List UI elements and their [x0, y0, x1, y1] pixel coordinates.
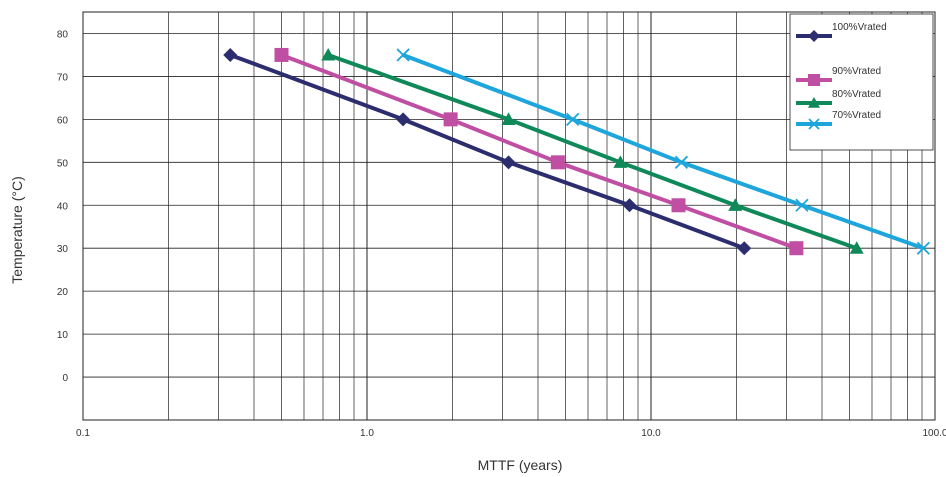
y-tick-label: 0 — [62, 373, 68, 384]
y-tick-label: 50 — [57, 158, 69, 169]
data-point — [808, 30, 820, 42]
data-point — [674, 155, 689, 169]
data-point — [737, 241, 752, 256]
y-tick-label: 60 — [57, 115, 69, 126]
grid — [82, 12, 935, 420]
y-tick-label: 30 — [57, 244, 69, 255]
data-point — [916, 241, 931, 255]
series-layer — [223, 47, 931, 256]
legend: 100%Vrated 90%Vrated 80%Vrated 70%Vrated — [789, 13, 934, 151]
data-point — [795, 198, 809, 212]
y-tick-label: 20 — [57, 287, 69, 298]
data-point — [321, 47, 336, 61]
data-point — [808, 74, 820, 86]
series-line — [327, 53, 858, 251]
data-point — [550, 155, 565, 170]
legend-label: 70%Vrated — [832, 110, 881, 121]
x-tick-label: 100.0 — [922, 428, 946, 439]
x-tick-label: 0.1 — [76, 428, 90, 439]
tick-labels: 0.1 1.0 10.0 100.0 0 10 20 30 40 50 60 70 80 — [57, 29, 946, 439]
data-point — [808, 118, 820, 130]
x-tick-label: 1.0 — [360, 428, 374, 439]
data-point — [396, 112, 411, 127]
data-point — [789, 241, 804, 256]
y-tick-label: 10 — [57, 330, 69, 341]
legend-label: 90%Vrated — [832, 66, 881, 77]
x-axis-label: MTTF (years) — [478, 457, 563, 473]
plot-border — [82, 11, 936, 421]
y-tick-label: 40 — [57, 201, 69, 212]
legend-label: 80%Vrated — [832, 89, 881, 100]
data-point — [501, 155, 516, 170]
data-point — [501, 112, 516, 125]
data-point — [622, 198, 637, 213]
data-point — [613, 155, 628, 168]
x-tick-label: 10.0 — [641, 428, 661, 439]
y-tick-label: 70 — [57, 72, 69, 83]
legend-label: 100%Vrated — [832, 22, 887, 33]
data-point — [443, 112, 458, 127]
data-point — [849, 241, 864, 254]
y-axis-label: Temperature (°C) — [9, 176, 25, 284]
data-point — [728, 198, 743, 211]
data-point — [396, 48, 410, 62]
data-point — [274, 47, 289, 62]
series-line — [280, 53, 798, 251]
data-point — [808, 97, 820, 108]
series-line — [229, 53, 745, 251]
data-point — [223, 47, 238, 62]
data-point — [566, 112, 580, 127]
data-point — [671, 198, 686, 213]
y-tick-label: 80 — [57, 29, 69, 40]
